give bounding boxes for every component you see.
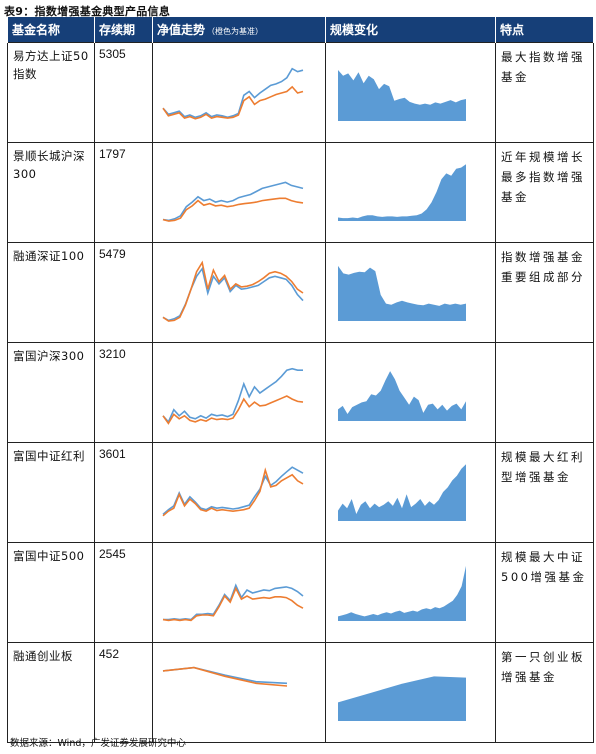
- scale-chart-cell: [325, 142, 496, 243]
- nav-trend-chart: [162, 181, 304, 222]
- scale-chart-cell: [325, 342, 496, 443]
- nav-trend-chart-cell: [152, 42, 326, 143]
- fund-name: 富国中证500: [7, 542, 95, 643]
- fund-name: 景顺长城沪深300: [7, 142, 95, 243]
- fund-nav-line: [162, 181, 304, 222]
- fund-duration: 452: [94, 642, 153, 743]
- header-features: 特点: [495, 17, 594, 43]
- table-body: 易方达上证50指数 5305 最大指数增强基金景顺长城沪深300 1797 近年规模增长…: [7, 42, 594, 743]
- scale-area: [338, 565, 466, 621]
- nav-trend-chart: [162, 666, 288, 687]
- scale-area-chart: [338, 164, 466, 221]
- scale-chart-cell: [325, 42, 496, 143]
- scale-area-chart: [338, 464, 466, 521]
- nav-trend-chart: [162, 367, 304, 425]
- scale-area: [338, 265, 466, 321]
- nav-trend-chart-cell: [152, 542, 326, 643]
- fund-features: [495, 342, 594, 443]
- benchmark-nav-line: [162, 395, 304, 425]
- scale-area-chart: [338, 565, 466, 621]
- fund-name: 融通深证100: [7, 242, 95, 343]
- benchmark-nav-line: [162, 85, 304, 120]
- benchmark-nav-line: [162, 197, 304, 222]
- benchmark-nav-line: [162, 260, 304, 322]
- fund-features: 指数增强基金重要组成部分: [495, 242, 594, 343]
- scale-area: [338, 70, 466, 121]
- scale-area-chart: [338, 265, 466, 321]
- fund-features: 第一只创业板增强基金: [495, 642, 594, 743]
- benchmark-nav-line: [162, 467, 304, 517]
- table-header-row: 基金名称 存续期 净值走势 （橙色为基准） 规模变化 特点: [7, 17, 594, 43]
- nav-trend-chart: [162, 583, 304, 622]
- benchmark-nav-line: [162, 666, 288, 687]
- fund-info-table: 基金名称 存续期 净值走势 （橙色为基准） 规模变化 特点 易方达上证50指数 53…: [7, 17, 594, 743]
- fund-nav-line: [163, 583, 304, 621]
- nav-trend-chart: [162, 260, 304, 322]
- scale-chart-cell: [325, 242, 496, 343]
- scale-area-chart: [338, 371, 466, 421]
- fund-name: 融通创业板: [7, 642, 95, 743]
- scale-area: [338, 164, 466, 221]
- fund-nav-line: [162, 466, 304, 515]
- nav-trend-chart-cell: [152, 442, 326, 543]
- scale-area: [338, 371, 466, 421]
- fund-duration: 5305: [94, 42, 153, 143]
- nav-trend-chart: [162, 67, 304, 120]
- table-row: 富国中证500 2545 规模最大中证500增强基金: [7, 542, 594, 643]
- fund-features: 规模最大红利型增强基金: [495, 442, 594, 543]
- scale-area: [338, 676, 466, 721]
- header-nav-trend-label: 净值走势: [157, 23, 206, 37]
- nav-trend-chart-cell: [152, 342, 326, 443]
- fund-features: 规模最大中证500增强基金: [495, 542, 594, 643]
- header-duration: 存续期: [94, 17, 153, 43]
- fund-name: 富国沪深300: [7, 342, 95, 443]
- fund-nav-line: [162, 367, 303, 424]
- source-note: 数据来源：Wind，广发证券发展研究中心: [10, 738, 186, 749]
- fund-nav-line: [162, 67, 304, 119]
- table-row: 富国中证红利 3601 规模最大红利型增强基金: [7, 442, 594, 543]
- fund-duration: 5479: [94, 242, 153, 343]
- header-fund-name: 基金名称: [7, 17, 95, 43]
- scale-area: [338, 464, 466, 521]
- table-row: 景顺长城沪深300 1797 近年规模增长最多指数增强基金: [7, 142, 594, 243]
- table-row: 富国沪深300 3210: [7, 342, 594, 443]
- fund-nav-line: [162, 666, 288, 685]
- scale-chart-cell: [325, 642, 496, 743]
- table-row: 易方达上证50指数 5305 最大指数增强基金: [7, 42, 594, 143]
- fund-nav-line: [162, 266, 304, 322]
- nav-trend-chart: [162, 466, 304, 517]
- table-title: 表9：指数增强基金典型产品信息: [4, 5, 171, 18]
- fund-duration: 2545: [94, 542, 153, 643]
- header-nav-trend-note: （橙色为基准）: [207, 27, 264, 36]
- table-row: 融通深证100 5479 指数增强基金重要组成部分: [7, 242, 594, 343]
- nav-trend-chart-cell: [152, 142, 326, 243]
- fund-duration: 3601: [94, 442, 153, 543]
- nav-trend-chart-cell: [152, 642, 326, 743]
- header-nav-trend: 净值走势 （橙色为基准）: [152, 17, 326, 43]
- table-row: 融通创业板 452 第一只创业板增强基金: [7, 642, 594, 743]
- fund-features: 近年规模增长最多指数增强基金: [495, 142, 594, 243]
- scale-chart-cell: [325, 542, 496, 643]
- scale-chart-cell: [325, 442, 496, 543]
- fund-features: 最大指数增强基金: [495, 42, 594, 143]
- fund-duration: 3210: [94, 342, 153, 443]
- header-scale-change: 规模变化: [325, 17, 496, 43]
- nav-trend-chart-cell: [152, 242, 326, 343]
- scale-area-chart: [338, 676, 466, 721]
- fund-name: 易方达上证50指数: [7, 42, 95, 143]
- fund-name: 富国中证红利: [7, 442, 95, 543]
- scale-area-chart: [338, 70, 466, 121]
- benchmark-nav-line: [162, 586, 304, 622]
- fund-duration: 1797: [94, 142, 153, 243]
